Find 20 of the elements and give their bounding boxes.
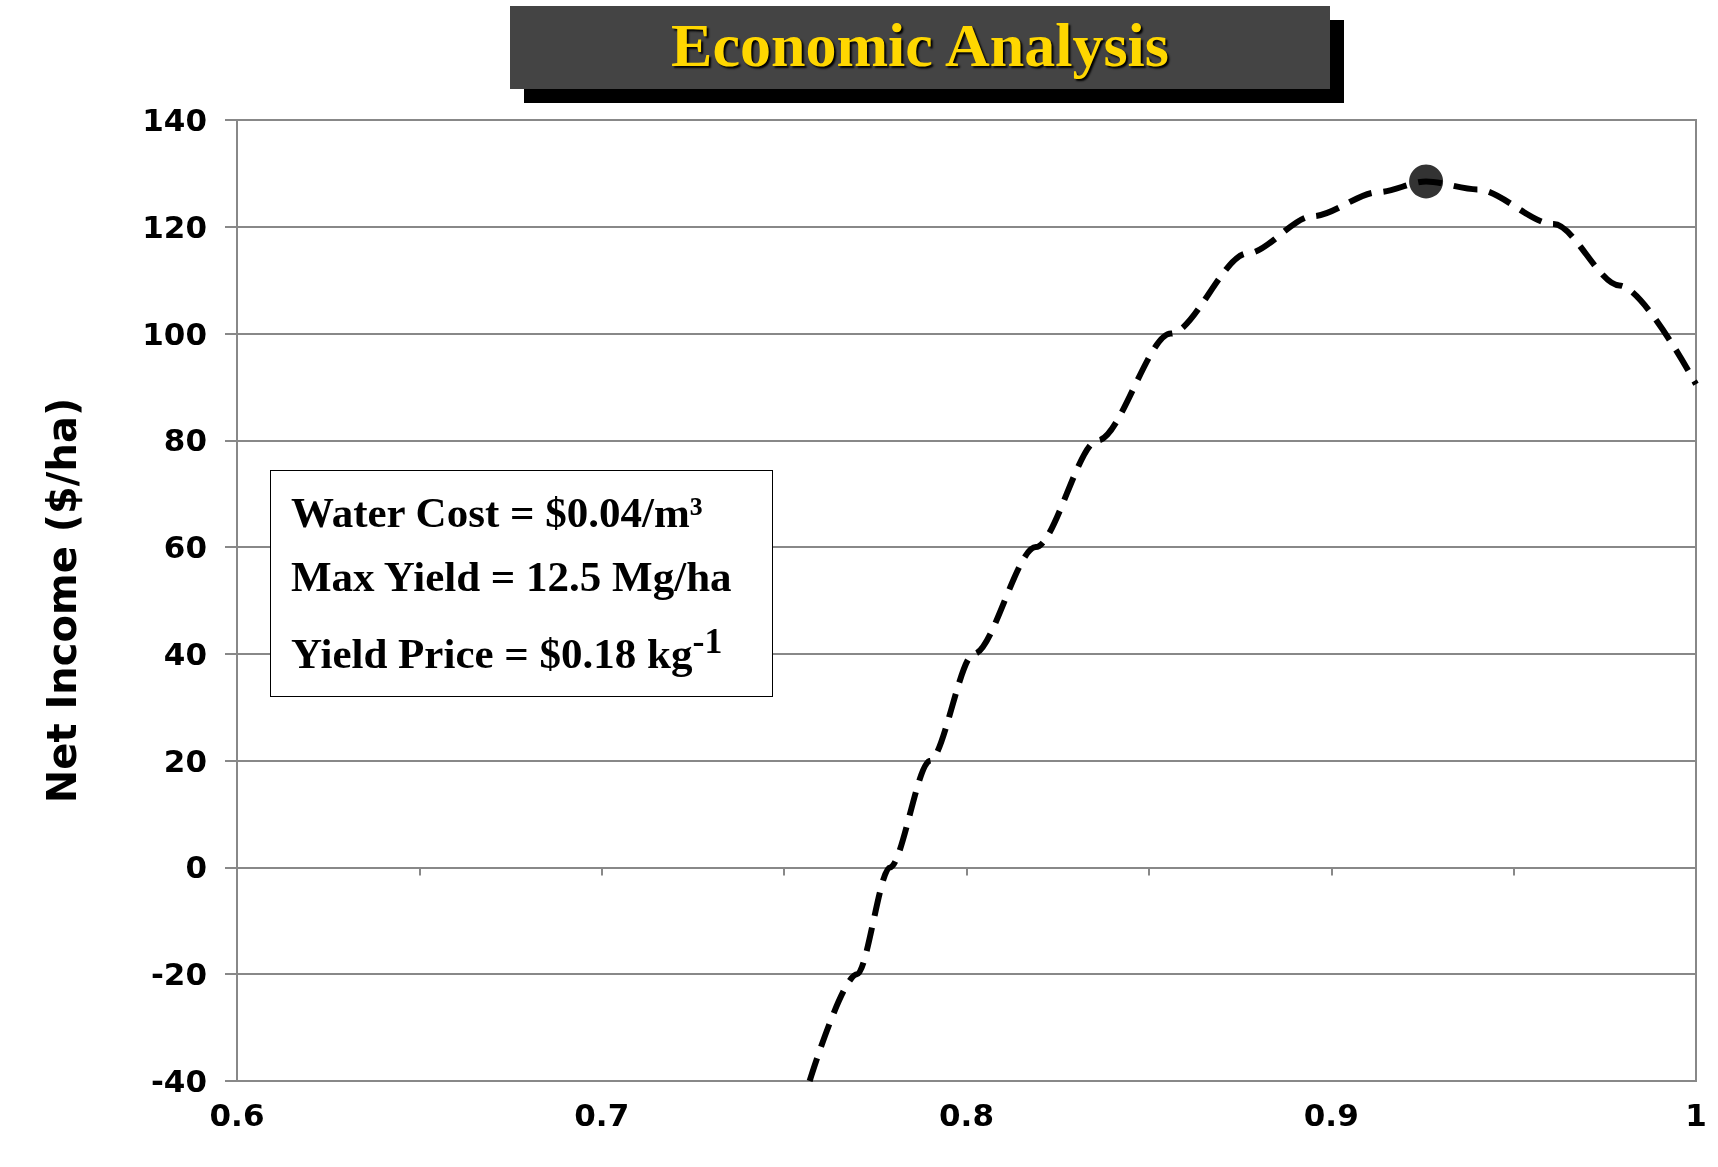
y-tick-label: 100	[142, 315, 207, 352]
annotation: Water Cost = $0.04/m³	[291, 488, 704, 538]
x-tick-label: 0.7	[574, 1096, 630, 1133]
y-tick-label: 120	[142, 208, 207, 245]
x-tick-label: 0.9	[1303, 1096, 1359, 1133]
annotation: Yield Price = $0.18 kg$^{-1}$	[291, 620, 724, 680]
y-tick-label: 80	[163, 422, 207, 459]
y-tick-label: 0	[185, 849, 207, 886]
y-tick-label: -40	[150, 1063, 207, 1099]
annotation: Max Yield = 12.5 Mg/ha	[291, 552, 732, 602]
y-axis-title: Net Income ($/ha)	[39, 397, 85, 804]
x-tick-label: 1	[1685, 1096, 1707, 1133]
x-tick-label: 0.8	[939, 1096, 994, 1133]
y-tick-label: 40	[163, 635, 207, 672]
y-tick-label: 60	[163, 529, 207, 566]
y-tick-label: -20	[150, 956, 207, 993]
chart-title: Economic Analysis	[510, 6, 1330, 89]
y-tick-label: 140	[142, 102, 207, 138]
x-tick-label: 0.6	[209, 1096, 265, 1133]
y-tick-label: 20	[163, 742, 207, 779]
